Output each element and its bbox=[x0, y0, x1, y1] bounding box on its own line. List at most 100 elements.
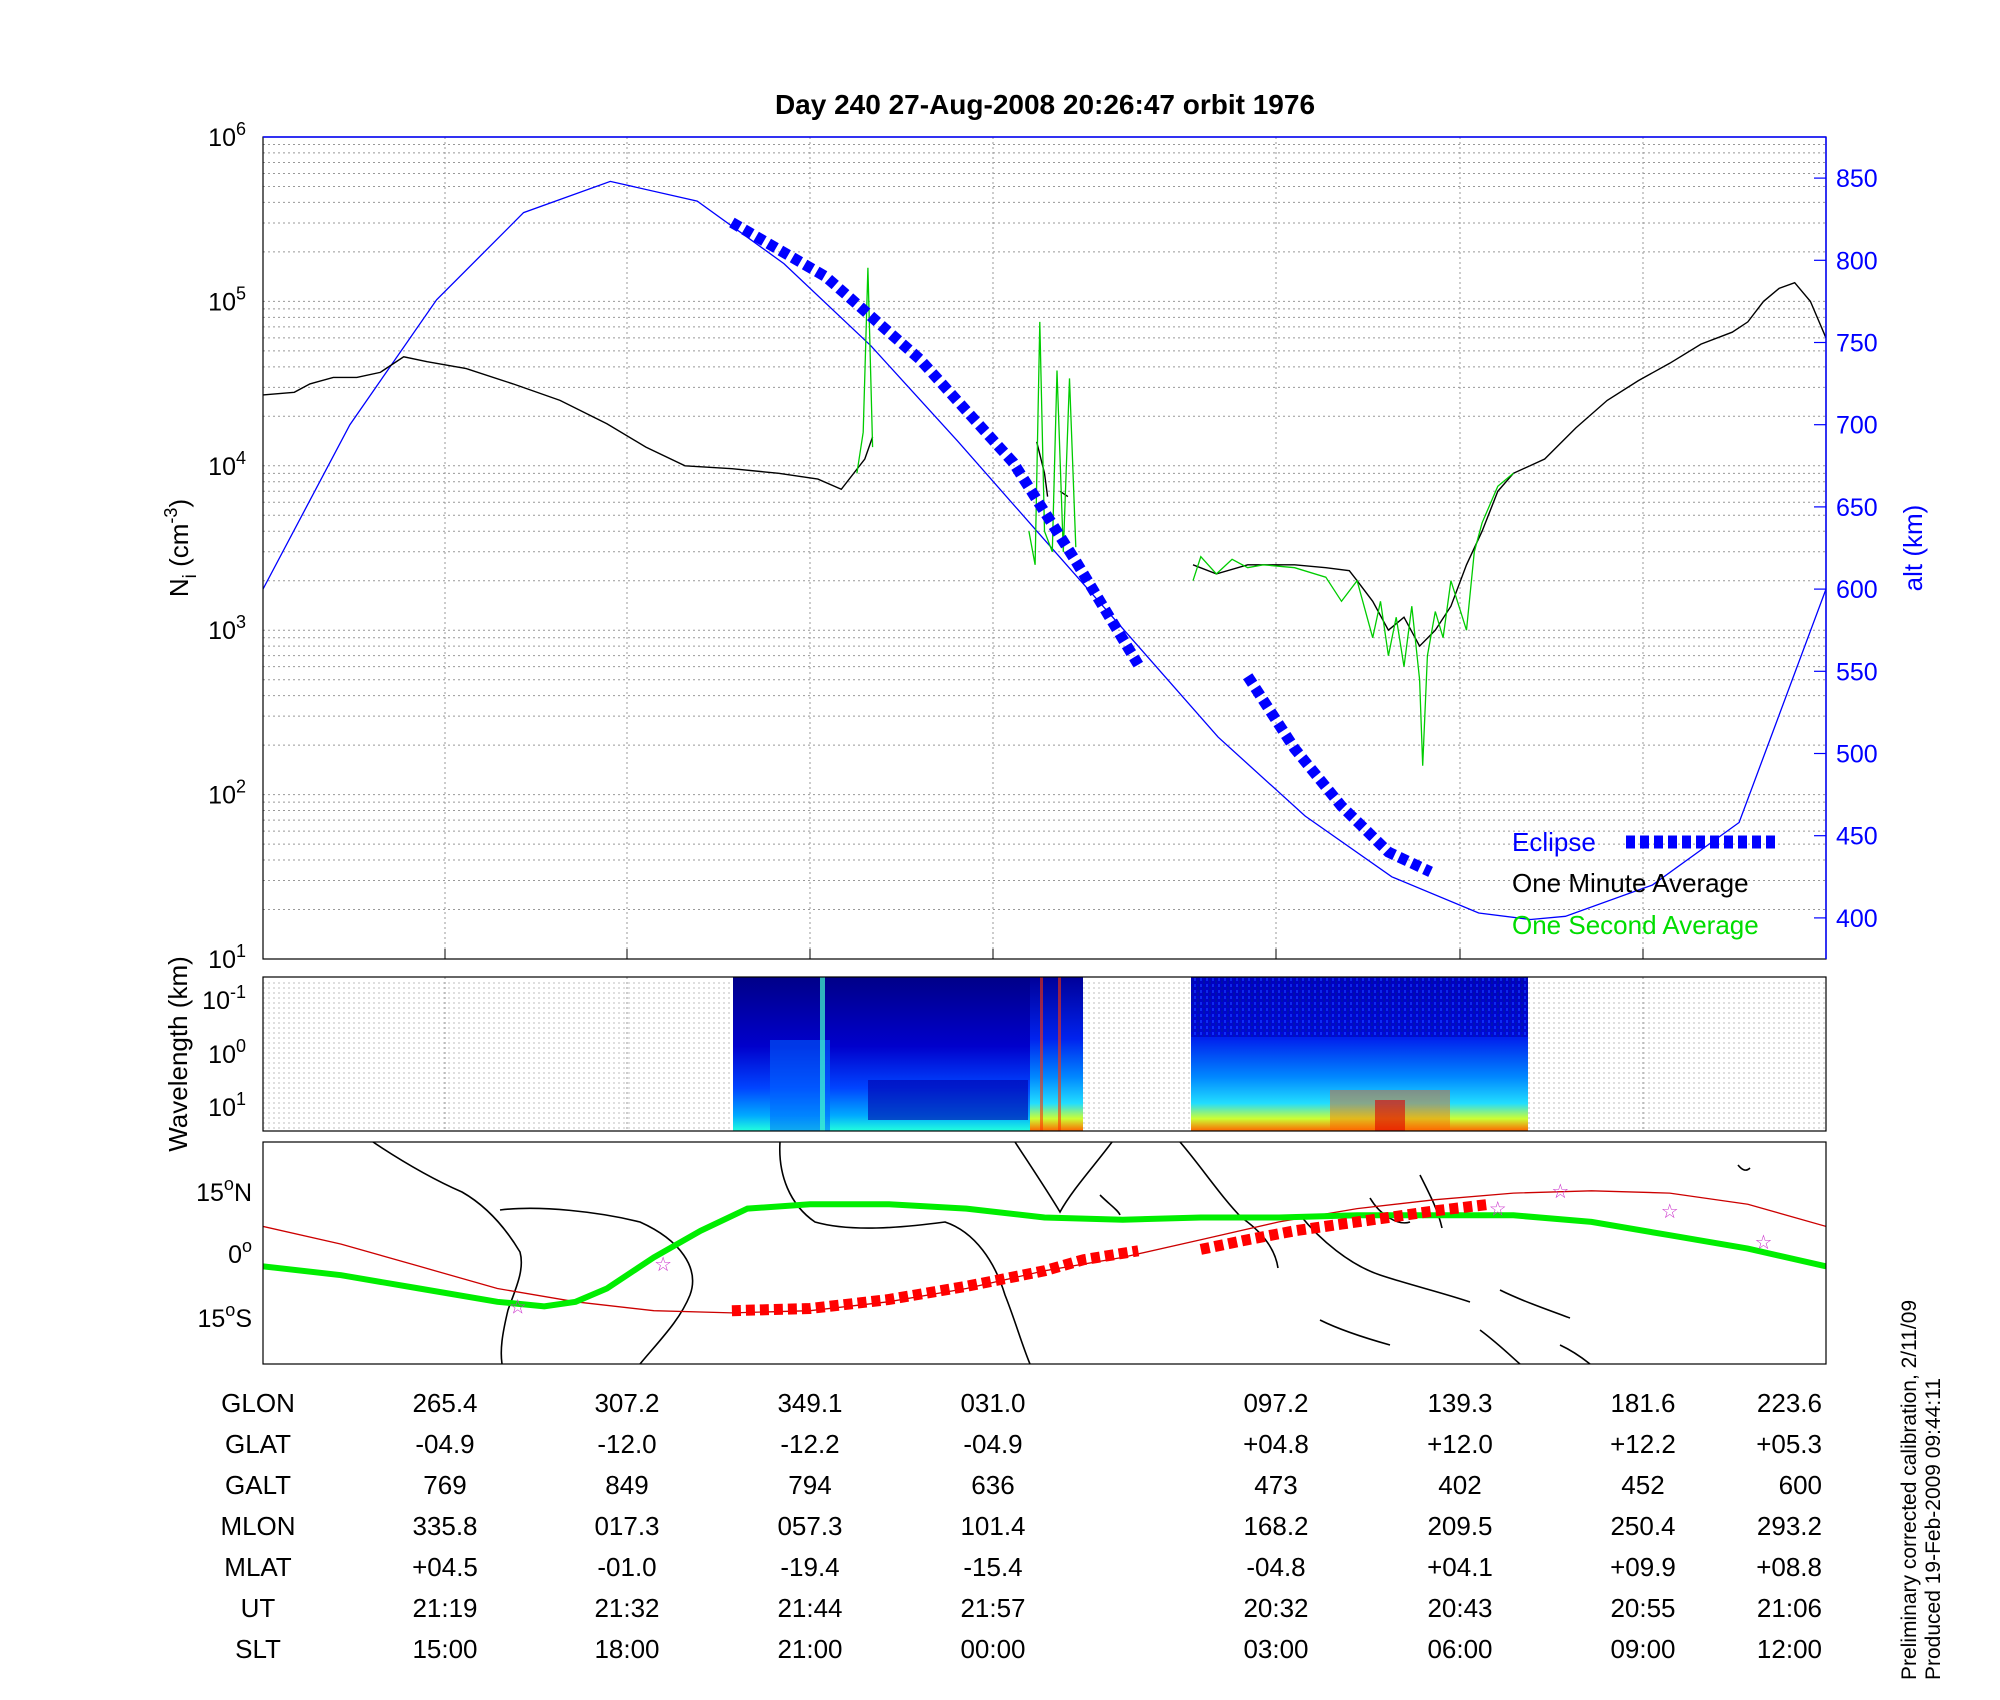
density-y-tick-labels: 101 102 103 104 105 106 bbox=[208, 119, 246, 974]
spectrogram-block-2 bbox=[1191, 977, 1528, 1131]
altitude-y-tick-label: 450 bbox=[1836, 823, 1878, 851]
orbit-table: GLON 265.4 307.2 349.1 031.0 097.2 139.3 181.6 2… bbox=[220, 1388, 1822, 1664]
table-cell: 21:19 bbox=[412, 1593, 477, 1623]
latitude-y-tick-label: 15oS bbox=[197, 1300, 252, 1333]
table-row-label: MLON bbox=[220, 1511, 295, 1541]
table-cell: 452 bbox=[1621, 1470, 1664, 1500]
density-y-tick-label: 104 bbox=[208, 448, 246, 481]
one-second-average-line bbox=[856, 267, 874, 474]
table-cell: 057.3 bbox=[777, 1511, 842, 1541]
table-cell: -19.4 bbox=[780, 1552, 839, 1582]
density-y-tick-label: 103 bbox=[208, 612, 246, 645]
side-note: Preliminary corrected calibration, 2/11/… bbox=[1898, 1294, 1945, 1680]
position-markers: ☆ ☆ ☆ ☆ ☆ ☆ bbox=[509, 1181, 1773, 1318]
latitude-y-tick-label: 0o bbox=[228, 1236, 252, 1269]
table-cell: -12.0 bbox=[597, 1429, 656, 1459]
spectrogram-panel: 10-1 100 101 Wavelength (km) bbox=[163, 956, 1827, 1152]
table-cell: 101.4 bbox=[960, 1511, 1025, 1541]
table-cell: +04.1 bbox=[1427, 1552, 1493, 1582]
wavelength-y-tick-label: 10-1 bbox=[202, 982, 246, 1015]
table-cell: 097.2 bbox=[1243, 1388, 1308, 1418]
table-cell: 139.3 bbox=[1427, 1388, 1492, 1418]
table-cell: 250.4 bbox=[1610, 1511, 1675, 1541]
density-y-tick-label: 106 bbox=[208, 119, 246, 152]
table-cell: 21:44 bbox=[777, 1593, 842, 1623]
orbit-ground-track bbox=[263, 1201, 1826, 1310]
table-cell: 600 bbox=[1779, 1470, 1822, 1500]
wavelength-y-tick-labels: 10-1 100 101 bbox=[202, 982, 246, 1122]
legend-eclipse-label: Eclipse bbox=[1512, 827, 1596, 857]
density-y-axis-label: Ni (cm-3) bbox=[161, 499, 201, 597]
table-cell: -12.2 bbox=[780, 1429, 839, 1459]
star-marker: ☆ bbox=[654, 1254, 672, 1276]
altitude-y-tick-label: 650 bbox=[1836, 494, 1878, 522]
side-note-line-1: Preliminary corrected calibration, 2/11/… bbox=[1898, 1300, 1921, 1680]
table-cell: 017.3 bbox=[594, 1511, 659, 1541]
wavelength-y-axis-label: Wavelength (km) bbox=[163, 956, 193, 1152]
altitude-y-axis-label: alt (km) bbox=[1898, 505, 1928, 592]
table-cell: 265.4 bbox=[412, 1388, 477, 1418]
table-cell: 18:00 bbox=[594, 1634, 659, 1664]
table-cell: +05.3 bbox=[1756, 1429, 1822, 1459]
table-cell: 794 bbox=[788, 1470, 831, 1500]
table-row-label: MLAT bbox=[224, 1552, 292, 1582]
one-minute-average-line bbox=[1036, 441, 1049, 497]
table-cell: -04.9 bbox=[963, 1429, 1022, 1459]
spectrogram-block-1 bbox=[733, 977, 1083, 1131]
density-panel: 101 102 103 104 105 106 400 450 500 550 600 650 700… bbox=[161, 119, 1928, 974]
table-cell: 00:00 bbox=[960, 1634, 1025, 1664]
table-cell: 168.2 bbox=[1243, 1511, 1308, 1541]
side-note-line-2: Produced 19-Feb-2009 09:44:11 bbox=[1922, 1378, 1945, 1680]
wavelength-y-tick-label: 101 bbox=[208, 1089, 246, 1122]
table-cell: 223.6 bbox=[1757, 1388, 1822, 1418]
table-cell: 473 bbox=[1254, 1470, 1297, 1500]
table-cell: -04.9 bbox=[415, 1429, 474, 1459]
one-minute-average-series bbox=[263, 281, 1826, 648]
table-cell: 21:00 bbox=[777, 1634, 842, 1664]
table-cell: -01.0 bbox=[597, 1552, 656, 1582]
table-cell: -15.4 bbox=[963, 1552, 1022, 1582]
table-row-label: GLON bbox=[221, 1388, 295, 1418]
table-cell: +12.2 bbox=[1610, 1429, 1676, 1459]
table-cell: 349.1 bbox=[777, 1388, 842, 1418]
table-row-label: UT bbox=[241, 1593, 276, 1623]
table-cell: 402 bbox=[1438, 1470, 1481, 1500]
wavelength-y-tick-label: 100 bbox=[208, 1036, 246, 1069]
table-cell: 09:00 bbox=[1610, 1634, 1675, 1664]
table-cell: 335.8 bbox=[412, 1511, 477, 1541]
table-cell: +04.8 bbox=[1243, 1429, 1309, 1459]
table-cell: 20:32 bbox=[1243, 1593, 1308, 1623]
latitude-y-tick-label: 15oN bbox=[196, 1174, 252, 1207]
one-second-average-series bbox=[856, 267, 1514, 766]
star-marker: ☆ bbox=[1661, 1201, 1679, 1223]
table-cell: 15:00 bbox=[412, 1634, 477, 1664]
altitude-y-tick-label: 800 bbox=[1836, 247, 1878, 275]
table-cell: 636 bbox=[971, 1470, 1014, 1500]
table-row-label: GALT bbox=[225, 1470, 291, 1500]
one-minute-average-line bbox=[1192, 281, 1826, 648]
density-y-tick-label: 105 bbox=[208, 283, 246, 316]
table-cell: 21:06 bbox=[1757, 1593, 1822, 1623]
altitude-y-tick-label: 500 bbox=[1836, 741, 1878, 769]
table-cell: 209.5 bbox=[1427, 1511, 1492, 1541]
density-y-tick-label: 102 bbox=[208, 777, 246, 810]
one-second-average-line bbox=[1028, 321, 1077, 565]
legend-second-label: One Second Average bbox=[1512, 910, 1759, 940]
table-cell: 20:43 bbox=[1427, 1593, 1492, 1623]
table-cell: 06:00 bbox=[1427, 1634, 1492, 1664]
table-cell: +08.8 bbox=[1756, 1552, 1822, 1582]
star-marker: ☆ bbox=[1489, 1199, 1507, 1221]
density-gridlines bbox=[263, 137, 1826, 960]
eclipse-series bbox=[729, 217, 1433, 877]
table-cell: +04.5 bbox=[412, 1552, 478, 1582]
table-cell: -04.8 bbox=[1246, 1552, 1305, 1582]
density-y-tick-label: 101 bbox=[208, 941, 246, 974]
table-cell: 21:57 bbox=[960, 1593, 1025, 1623]
eclipse-line bbox=[729, 217, 1144, 668]
table-row-label: GLAT bbox=[225, 1429, 291, 1459]
table-cell: 12:00 bbox=[1757, 1634, 1822, 1664]
eclipse-track-series bbox=[731, 1198, 1491, 1317]
table-cell: 293.2 bbox=[1757, 1511, 1822, 1541]
legend-minute-label: One Minute Average bbox=[1512, 868, 1749, 898]
